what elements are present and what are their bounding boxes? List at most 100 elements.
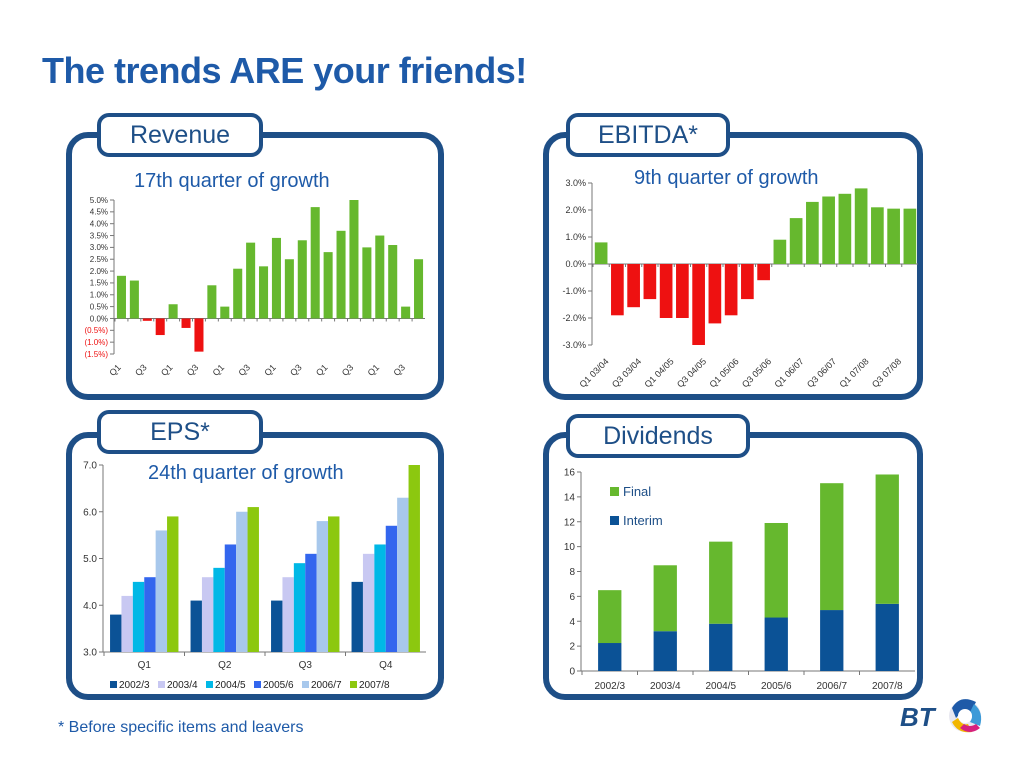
eps-legend-swatch [302, 681, 309, 688]
eps-bar [224, 544, 237, 652]
revenue-bar [375, 235, 385, 319]
revenue-y-tick-label: 1.0% [90, 291, 108, 300]
ebitda-bar [887, 208, 900, 264]
revenue-x-tick-label: Q3 [133, 362, 149, 378]
dividends-x-tick-label: 2002/3 [594, 681, 625, 692]
revenue-x-tick-label: Q1 [366, 362, 382, 378]
ebitda-x-tick-label: Q3 06/07 [805, 356, 838, 389]
eps-bar [316, 521, 329, 652]
ebitda-bar [806, 201, 819, 264]
revenue-x-tick-label: Q3 [185, 362, 201, 378]
dividends-legend-label: Final [623, 484, 651, 499]
dividends-y-tick-label: 6 [569, 592, 575, 603]
eps-bar [247, 507, 259, 652]
eps-legend-label: 2005/6 [263, 680, 294, 691]
eps-x-tick-label: Q2 [218, 660, 232, 671]
ebitda-x-tick-label: Q1 03/04 [577, 356, 610, 389]
eps-tab: EPS* [97, 410, 263, 454]
revenue-y-tick-label: (1.0%) [84, 338, 108, 347]
revenue-bar [310, 207, 320, 319]
dividends-y-tick-label: 10 [564, 542, 576, 553]
eps-legend-label: 2003/4 [167, 680, 198, 691]
revenue-x-tick-label: Q1 [211, 362, 227, 378]
revenue-bar [246, 242, 256, 319]
ebitda-x-tick-label: Q1 06/07 [772, 356, 805, 389]
eps-y-tick-label: 3.0 [83, 648, 97, 659]
eps-bar [293, 563, 306, 652]
eps-bar [144, 577, 156, 652]
revenue-y-tick-label: (1.5%) [84, 350, 108, 359]
revenue-bar [414, 259, 424, 319]
dividends-interim-bar [653, 631, 677, 671]
revenue-bar [168, 304, 178, 319]
ebitda-tab: EBITDA* [566, 113, 730, 157]
revenue-x-tick-label: Q3 [391, 362, 407, 378]
eps-bar [167, 516, 179, 652]
eps-bar [351, 581, 363, 652]
revenue-y-tick-label: 2.0% [90, 267, 108, 276]
revenue-y-tick-label: 3.0% [90, 243, 108, 252]
eps-y-tick-label: 6.0 [83, 507, 97, 518]
eps-bar [408, 465, 420, 652]
ebitda-bar [611, 264, 624, 316]
dividends-interim-bar [820, 610, 844, 671]
ebitda-y-tick-label: -3.0% [562, 340, 586, 350]
dividends-y-tick-label: 0 [569, 667, 575, 678]
revenue-bar [142, 318, 152, 321]
eps-bar [271, 600, 283, 652]
ebitda-bar [741, 264, 754, 300]
ebitda-y-tick-label: 0.0% [565, 259, 586, 269]
ebitda-bar [757, 264, 770, 281]
dividends-y-tick-label: 4 [569, 617, 575, 628]
ebitda-bar [708, 264, 722, 324]
eps-bar [374, 544, 386, 652]
eps-bar [201, 577, 214, 652]
eps-bar [213, 567, 225, 652]
eps-bar [190, 600, 202, 652]
bt-logo: BT [900, 688, 1000, 748]
revenue-bar [194, 318, 204, 352]
footnote: * Before specific items and leavers [58, 719, 304, 736]
ebitda-bar [659, 264, 673, 318]
revenue-subtitle: 17th quarter of growth [134, 170, 330, 192]
ebitda-bar [627, 264, 640, 308]
eps-bar [121, 595, 133, 652]
revenue-x-tick-label: Q3 [288, 362, 304, 378]
ebitda-bar [594, 242, 608, 264]
eps-legend-label: 2004/5 [215, 680, 246, 691]
ebitda-y-tick-label: -2.0% [562, 313, 586, 323]
dividends-interim-bar [709, 623, 733, 671]
eps-legend-swatch [350, 681, 357, 688]
revenue-bar [349, 200, 359, 319]
ebitda-subtitle: 9th quarter of growth [634, 167, 819, 189]
revenue-bar [362, 247, 372, 319]
revenue-tab: Revenue [97, 113, 263, 157]
dividends-y-tick-label: 14 [564, 492, 576, 503]
eps-bar [305, 553, 317, 652]
revenue-bar [181, 318, 191, 328]
revenue-x-tick-label: Q3 [236, 362, 252, 378]
dividends-final-bar [764, 522, 788, 618]
ebitda-bar [676, 264, 689, 318]
ebitda-x-tick-label: Q3 03/04 [610, 356, 643, 389]
dividends-final-bar [598, 590, 622, 644]
revenue-x-tick-label: Q1 [107, 362, 123, 378]
dividends-interim-bar [764, 617, 788, 671]
ebitda-bar [724, 264, 738, 316]
dividends-x-tick-label: 2005/6 [761, 681, 792, 692]
ebitda-bar [871, 207, 884, 264]
eps-legend-label: 2002/3 [119, 680, 150, 691]
ebitda-x-tick-label: Q3 05/06 [740, 356, 773, 389]
ebitda-bar [643, 264, 657, 300]
revenue-bar [129, 280, 139, 319]
ebitda-x-tick-label: Q1 07/08 [837, 356, 870, 389]
dividends-final-bar [820, 483, 844, 611]
ebitda-y-tick-label: -1.0% [562, 286, 586, 296]
eps-y-tick-label: 7.0 [83, 461, 97, 472]
dividends-legend-swatch [610, 516, 619, 525]
eps-bar [236, 511, 248, 652]
ebitda-bar [854, 188, 868, 264]
bt-logo-text: BT [900, 702, 937, 732]
bt-logo-graphic: BT [900, 699, 982, 733]
